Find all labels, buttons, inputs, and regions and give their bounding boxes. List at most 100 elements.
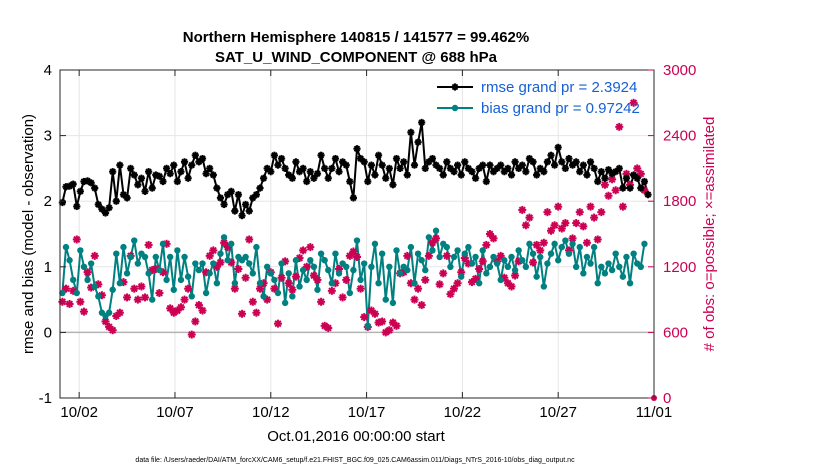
bias-point [443,243,451,251]
rmse-point [486,161,494,169]
y-tick-label: -1 [39,390,52,407]
rmse-point [238,212,246,220]
bias-point [314,286,321,293]
assimilated-point [582,238,591,247]
assimilated-point [108,326,117,335]
rmse-point [349,194,358,202]
assimilated-point [414,284,423,293]
assimilated-point [123,293,132,302]
bias-point [580,270,587,277]
rmse-point [256,184,264,192]
rmse-point [112,197,120,205]
assimilated-point [248,297,257,306]
bias-point [540,283,548,290]
bias-point [299,266,307,274]
bias-point [493,260,501,267]
bias-point [95,293,102,300]
rmse-point [145,168,153,176]
bias-point [511,266,519,274]
rmse-point [378,161,386,169]
bias-point [515,247,522,254]
bias-point [131,237,138,244]
bias-point [562,237,569,244]
rmse-point [105,204,113,212]
rmse-point [594,177,602,186]
bias-point [328,280,336,287]
assimilated-point [446,290,455,299]
assimilated-point [482,240,491,249]
assimilated-point [234,264,243,273]
bias-point [429,247,436,254]
bias-point [418,257,425,264]
rmse-point [410,161,419,169]
rmse-point [622,174,631,182]
bias-point [220,234,228,241]
assimilated-point [403,251,412,260]
assimilated-point [586,202,595,211]
rmse-point [471,174,480,182]
rmse-point [586,158,595,166]
bias-point [425,234,433,241]
bias-point [202,289,210,297]
rmse-point [436,164,444,172]
rmse-point [166,170,174,178]
rmse-point [414,138,422,146]
bias-point [414,250,422,257]
bias-point [335,270,343,277]
assimilated-point [327,286,336,295]
bias-point [378,250,386,257]
x-tick-label: 10/22 [444,404,482,421]
bias-point [375,280,382,287]
assimilated-point [137,282,146,291]
bias-point [343,263,350,270]
bias-point [533,273,540,280]
rmse-point [511,158,519,166]
bias-point [123,270,131,277]
rmse-point [148,184,156,192]
legend-marker-bias [451,104,459,112]
rmse-point [303,177,311,186]
bias-point [84,276,91,284]
assimilated-point [417,301,426,310]
rmse-point [554,143,562,152]
bias-point [522,263,530,270]
bias-point [332,250,339,257]
rmse-point [69,180,77,188]
rmse-point [479,161,487,169]
bias-point [120,243,127,251]
data-file-footnote: data file: /Users/raeder/DAI/ATM_forcXX/… [135,457,575,464]
bias-point [497,276,504,284]
y2-tick-label: 1200 [663,259,696,276]
assimilated-point [245,235,254,244]
assimilated-point [392,321,401,330]
rmse-point [331,154,340,163]
assimilated-point [529,258,538,267]
assimilated-point [306,243,315,252]
rmse-point [576,168,584,176]
bias-point [411,280,418,287]
bias-point [454,247,461,254]
assimilated-point [356,284,365,293]
rmse-point [259,174,268,182]
rmse-point [317,151,325,159]
assimilated-point [187,330,196,339]
y2-tick-label: 2400 [663,128,696,145]
assimilated-point [421,275,430,284]
assimilated-point [378,317,387,326]
assimilated-point [439,269,448,278]
rmse-point [443,158,451,166]
bias-point [486,263,494,270]
rmse-point [202,170,210,178]
bias-point [325,266,332,274]
bias-point [206,270,213,277]
bias-point [353,237,361,244]
bias-point [504,263,512,270]
y-tick-label: 2 [44,193,52,210]
bias-point [368,263,375,270]
assimilated-point [475,264,484,273]
assimilated-point [141,293,150,302]
rmse-point [123,194,131,202]
assimilated-point [79,307,88,316]
bias-point [228,240,235,248]
